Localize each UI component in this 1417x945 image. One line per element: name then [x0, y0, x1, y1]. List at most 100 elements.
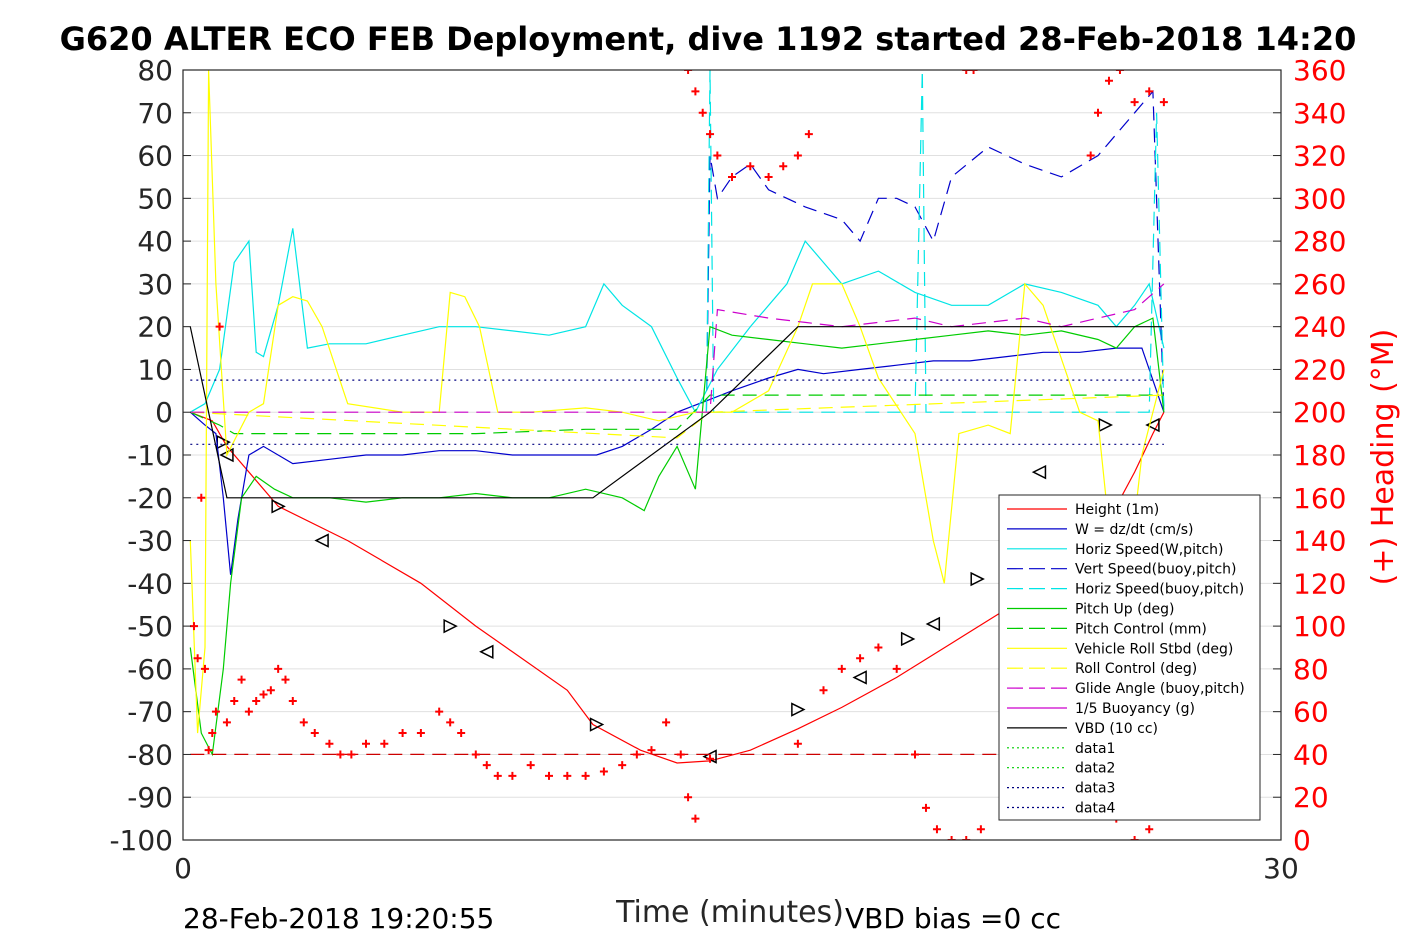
legend-entry: Pitch Control (mm): [1075, 621, 1207, 637]
heading-point: [457, 729, 466, 738]
heading-point: [200, 664, 209, 673]
heading-point: [1130, 98, 1139, 107]
height-marker: [791, 702, 806, 717]
y-tick-label-left: 40: [137, 225, 173, 258]
y-tick-label-right: 180: [1293, 439, 1346, 472]
y-tick-label-right: 280: [1293, 225, 1346, 258]
heading-point: [299, 718, 308, 727]
heading-point: [793, 151, 802, 160]
heading-point: [793, 739, 802, 748]
y-tick-label-right: 260: [1293, 268, 1346, 301]
heading-point: [819, 686, 828, 695]
heading-point: [804, 130, 813, 139]
heading-point: [976, 825, 985, 834]
right-axis-label: (+) Heading (°M): [1366, 329, 1401, 586]
heading-point: [398, 729, 407, 738]
height-marker: [900, 631, 916, 647]
legend-entry: data4: [1075, 801, 1116, 817]
heading-point: [1130, 836, 1139, 840]
chart-title: G620 ALTER ECO FEB Deployment, dive 1192…: [60, 20, 1357, 58]
y-tick-label-right: 160: [1293, 482, 1346, 515]
y-tick-label-right: 0: [1293, 824, 1311, 857]
heading-point: [1094, 108, 1102, 117]
ticks: 80706050403020100-10-20-30-40-50-60-70-8…: [109, 54, 1346, 885]
height-marker: [589, 717, 605, 732]
legend-entry: VBD (10 cc): [1075, 721, 1158, 737]
series-horiz-speed-w-pitch: [189, 228, 1165, 414]
legend-entry: Pitch Up (deg): [1075, 602, 1174, 618]
series-glide-angle-buoy-pitch: [190, 283, 1165, 413]
y-tick-label-left: -20: [127, 482, 173, 515]
heading-point: [892, 664, 901, 673]
height-marker: [1098, 417, 1113, 433]
series-vehicle-roll-stbd-deg: [189, 70, 1165, 734]
legend-entry: data2: [1075, 761, 1115, 777]
heading-point: [599, 767, 608, 776]
y-tick-label-left: 30: [137, 268, 173, 301]
y-tick-label-right: 60: [1293, 696, 1329, 729]
y-tick-label-left: 0: [155, 396, 173, 429]
heading-point: [416, 729, 425, 738]
y-tick-label-right: 120: [1293, 567, 1346, 600]
heading-point: [230, 696, 239, 705]
y-tick-label-right: 220: [1293, 353, 1346, 386]
heading-point: [691, 814, 700, 823]
y-tick-label-right: 360: [1293, 54, 1346, 87]
legend-entry: data1: [1075, 741, 1115, 757]
legend-entry: Horiz Speed(W,pitch): [1075, 542, 1223, 558]
heading-point: [837, 664, 846, 673]
y-tick-label-right: 300: [1293, 182, 1346, 215]
heading-point: [197, 493, 206, 502]
legend-entry: Height (1m): [1075, 502, 1159, 518]
heading-point: [347, 750, 356, 759]
legend-entry: Glide Angle (buoy,pitch): [1075, 681, 1245, 697]
heading-point: [471, 750, 480, 759]
y-tick-label-left: -60: [127, 653, 173, 686]
heading-point: [764, 172, 773, 181]
heading-point: [252, 696, 261, 705]
heading-point: [274, 664, 283, 673]
heading-point: [947, 836, 956, 840]
heading-point: [713, 151, 722, 160]
y-tick-label-right: 320: [1293, 140, 1346, 173]
heading-point: [779, 162, 788, 171]
heading-point: [259, 690, 268, 699]
heading-point: [380, 739, 389, 748]
series-horiz-speed-buoy-pitch: [705, 70, 1165, 413]
heading-point: [691, 87, 700, 96]
heading-point: [1115, 70, 1124, 74]
y-tick-label-left: -80: [127, 738, 173, 771]
heading-point: [493, 771, 502, 780]
y-tick-label-left: -30: [127, 525, 173, 558]
heading-point: [281, 675, 290, 684]
height-marker: [314, 533, 329, 548]
heading-point: [310, 729, 319, 738]
heading-point: [746, 162, 755, 171]
y-tick-label-right: 100: [1293, 610, 1346, 643]
y-tick-label-right: 20: [1293, 781, 1329, 814]
y-tick-label-left: 50: [137, 182, 173, 215]
y-tick-label-right: 40: [1293, 738, 1329, 771]
height-marker: [1031, 464, 1047, 480]
y-tick-label-left: 10: [137, 353, 173, 386]
heading-point: [563, 771, 572, 780]
heading-point: [526, 761, 535, 770]
heading-point: [1104, 76, 1113, 85]
legend-entry: Horiz Speed(buoy,pitch): [1075, 582, 1244, 598]
x-tick-label: 0: [174, 852, 192, 885]
heading-point: [698, 108, 707, 117]
heading-point: [647, 746, 656, 755]
series-roll-control-deg: [190, 394, 1164, 439]
y-tick-label-left: -90: [127, 781, 173, 814]
footer-vbd-bias: VBD bias =0 cc: [845, 902, 1061, 935]
footer-timestamp: 28-Feb-2018 19:20:55: [183, 902, 494, 935]
heading-point: [932, 825, 941, 834]
heading-point: [362, 739, 370, 748]
y-tick-label-left: -10: [127, 439, 173, 472]
heading-point: [684, 793, 693, 802]
heading-point: [1086, 151, 1095, 160]
y-tick-label-left: 60: [137, 140, 173, 173]
heading-point: [237, 675, 246, 684]
heading-point: [962, 836, 971, 840]
height-marker: [925, 616, 941, 632]
